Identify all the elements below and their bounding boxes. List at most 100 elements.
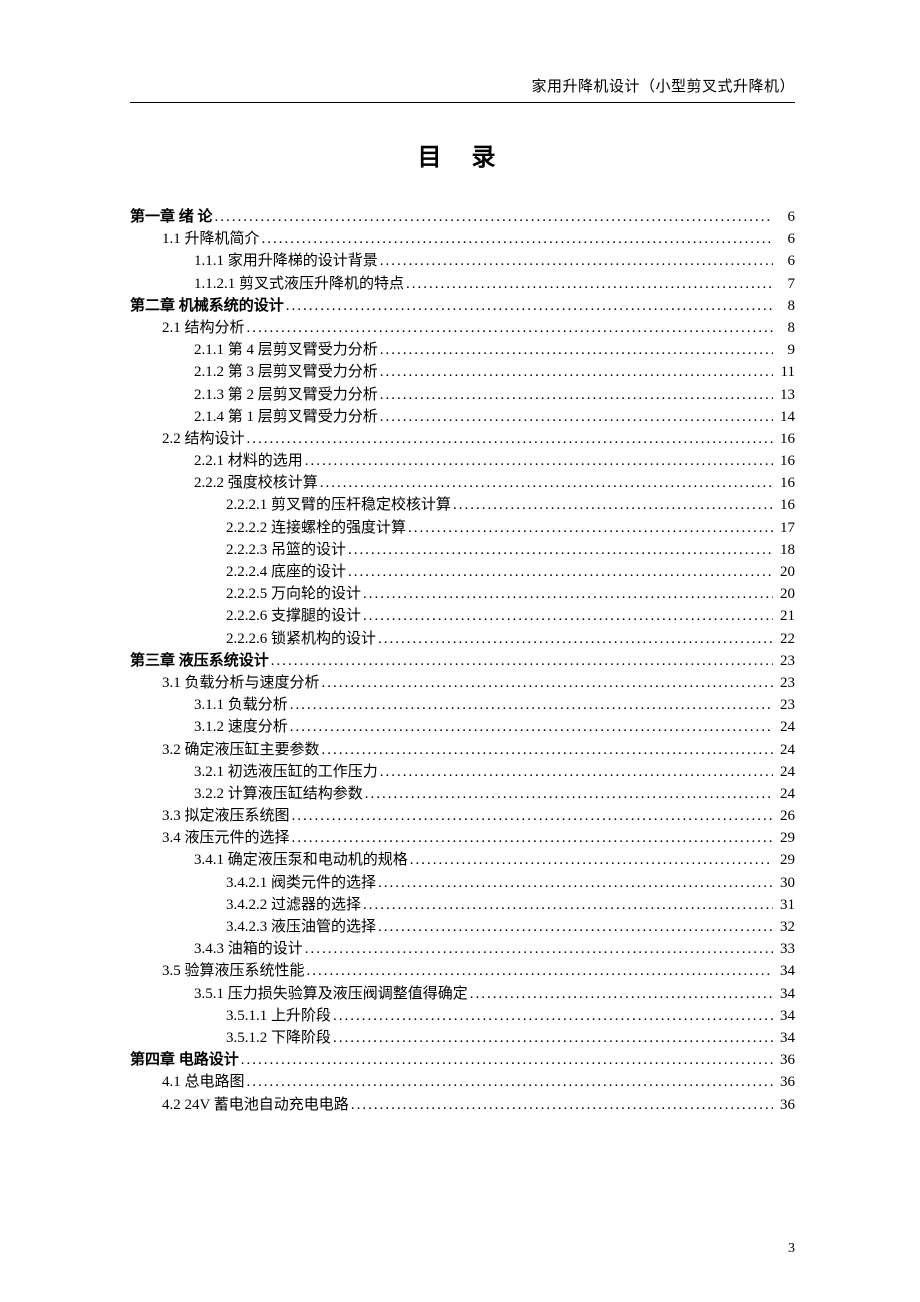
toc-entry-page: 16 xyxy=(775,432,795,447)
toc-row: 2.1 结构分析 8 xyxy=(130,321,795,336)
toc-entry-page: 24 xyxy=(775,720,795,735)
toc-entry-label: 3.4 液压元件的选择 xyxy=(162,831,290,846)
toc-entry-label: 3.5.1 压力损失验算及液压阀调整值得确定 xyxy=(194,987,468,1002)
toc-row: 1.1.2.1 剪叉式液压升降机的特点7 xyxy=(130,277,795,292)
toc-entry-page: 6 xyxy=(775,232,795,247)
toc-entry-label: 3.4.2.1 阀类元件的选择 xyxy=(226,876,376,891)
toc-entry-page: 17 xyxy=(775,521,795,536)
toc-entry-page: 6 xyxy=(775,254,795,269)
toc-entry-page: 20 xyxy=(775,565,795,580)
toc-row: 3.4.3 油箱的设计 33 xyxy=(130,942,795,957)
toc-row: 3.4.1 确定液压泵和电动机的规格29 xyxy=(130,853,795,868)
toc-leader xyxy=(380,388,773,403)
toc-leader xyxy=(292,831,773,846)
toc-row: 2.1.3 第 2 层剪叉臂受力分析13 xyxy=(130,388,795,403)
toc-row: 第四章 电路设计 36 xyxy=(130,1053,795,1068)
toc-entry-label: 2.1.3 第 2 层剪叉臂受力分析 xyxy=(194,388,378,403)
toc-leader xyxy=(348,543,773,558)
toc-leader xyxy=(380,343,773,358)
toc-entry-page: 22 xyxy=(775,632,795,647)
toc-leader xyxy=(247,432,773,447)
toc-entry-label: 1.1.2.1 剪叉式液压升降机的特点 xyxy=(194,277,404,292)
toc-entry-page: 23 xyxy=(775,676,795,691)
toc-entry-label: 2.2.2.1 剪叉臂的压杆稳定校核计算 xyxy=(226,498,451,513)
toc-row: 第三章 液压系统设计23 xyxy=(130,654,795,669)
toc-row: 2.2.2.6 锁紧机构的设计 22 xyxy=(130,632,795,647)
toc-row: 2.2.2.6 支撑腿的设计21 xyxy=(130,609,795,624)
toc-entry-label: 2.1.4 第 1 层剪叉臂受力分析 xyxy=(194,410,378,425)
toc-entry-page: 11 xyxy=(775,365,795,380)
toc-row: 第二章 机械系统的设计8 xyxy=(130,299,795,314)
toc-leader xyxy=(351,1098,773,1113)
toc-entry-label: 4.1 总电路图 xyxy=(162,1075,245,1090)
toc-leader xyxy=(320,476,773,491)
toc-entry-page: 29 xyxy=(775,853,795,868)
toc-row: 2.2.2.3 吊篮的设计 18 xyxy=(130,543,795,558)
toc-leader xyxy=(453,498,773,513)
toc-entry-page: 21 xyxy=(775,609,795,624)
toc-entry-page: 29 xyxy=(775,831,795,846)
toc-row: 2.2.2 强度校核计算16 xyxy=(130,476,795,491)
toc-leader xyxy=(380,254,773,269)
toc-leader xyxy=(406,277,773,292)
toc-row: 3.2.2 计算液压缸结构参数24 xyxy=(130,787,795,802)
toc-entry-page: 9 xyxy=(775,343,795,358)
toc-row: 3.4.2.1 阀类元件的选择 30 xyxy=(130,876,795,891)
toc-entry-page: 36 xyxy=(775,1098,795,1113)
toc-entry-page: 26 xyxy=(775,809,795,824)
toc-entry-label: 3.3 拟定液压系统图 xyxy=(162,809,290,824)
toc-entry-page: 36 xyxy=(775,1075,795,1090)
toc-row: 4.2 24V 蓄电池自动充电电路36 xyxy=(130,1098,795,1113)
toc-entry-page: 32 xyxy=(775,920,795,935)
toc-entry-page: 36 xyxy=(775,1053,795,1068)
toc-entry-label: 2.1 结构分析 xyxy=(162,321,245,336)
toc-leader xyxy=(292,809,773,824)
toc-leader xyxy=(241,1053,773,1068)
toc-row: 2.2.2.5 万向轮的设计20 xyxy=(130,587,795,602)
toc-entry-page: 34 xyxy=(775,1009,795,1024)
toc-entry-page: 18 xyxy=(775,543,795,558)
toc-entry-page: 33 xyxy=(775,942,795,957)
toc-leader xyxy=(215,210,773,225)
toc-entry-page: 34 xyxy=(775,987,795,1002)
toc-row: 3.1 负载分析与速度分析 23 xyxy=(130,676,795,691)
toc-entry-page: 16 xyxy=(775,498,795,513)
toc-entry-label: 3.1 负载分析与速度分析 xyxy=(162,676,320,691)
toc-row: 3.5.1.2 下降阶段34 xyxy=(130,1031,795,1046)
toc-entry-page: 30 xyxy=(775,876,795,891)
toc-row: 3.4.2.3 液压油管的选择32 xyxy=(130,920,795,935)
toc-row: 3.5 验算液压系统性能34 xyxy=(130,964,795,979)
toc-entry-page: 23 xyxy=(775,698,795,713)
toc-entry-label: 3.2.1 初选液压缸的工作压力 xyxy=(194,765,378,780)
toc-leader xyxy=(378,632,773,647)
toc-leader xyxy=(408,521,773,536)
toc-row: 3.1.2 速度分析24 xyxy=(130,720,795,735)
toc-leader xyxy=(363,898,773,913)
toc-leader xyxy=(271,654,773,669)
toc-row: 3.3 拟定液压系统图 26 xyxy=(130,809,795,824)
toc-row: 2.1.2 第 3 层剪叉臂受力分析11 xyxy=(130,365,795,380)
toc-leader xyxy=(305,454,773,469)
toc-leader xyxy=(333,1009,773,1024)
toc-entry-label: 第四章 电路设计 xyxy=(130,1053,239,1068)
toc-entry-label: 2.2.2.6 锁紧机构的设计 xyxy=(226,632,376,647)
toc-leader xyxy=(322,743,773,758)
toc-entry-page: 8 xyxy=(775,321,795,336)
toc-leader xyxy=(290,720,773,735)
toc-row: 3.4 液压元件的选择 29 xyxy=(130,831,795,846)
toc-entry-label: 3.4.3 油箱的设计 xyxy=(194,942,303,957)
toc-entry-label: 3.1.1 负载分析 xyxy=(194,698,288,713)
toc-leader xyxy=(470,987,773,1002)
toc-entry-page: 24 xyxy=(775,765,795,780)
toc-row: 2.2.2.1 剪叉臂的压杆稳定校核计算 16 xyxy=(130,498,795,513)
toc-leader xyxy=(363,587,773,602)
toc-row: 4.1 总电路图 36 xyxy=(130,1075,795,1090)
toc-row: 1.1.1 家用升降梯的设计背景6 xyxy=(130,254,795,269)
toc-entry-page: 16 xyxy=(775,454,795,469)
toc-entry-page: 24 xyxy=(775,743,795,758)
toc-entry-label: 3.2.2 计算液压缸结构参数 xyxy=(194,787,363,802)
toc-entry-label: 3.4.2.2 过滤器的选择 xyxy=(226,898,361,913)
toc-leader xyxy=(262,232,773,247)
toc-entry-label: 2.2.2.3 吊篮的设计 xyxy=(226,543,346,558)
toc-row: 3.2.1 初选液压缸的工作压力 24 xyxy=(130,765,795,780)
